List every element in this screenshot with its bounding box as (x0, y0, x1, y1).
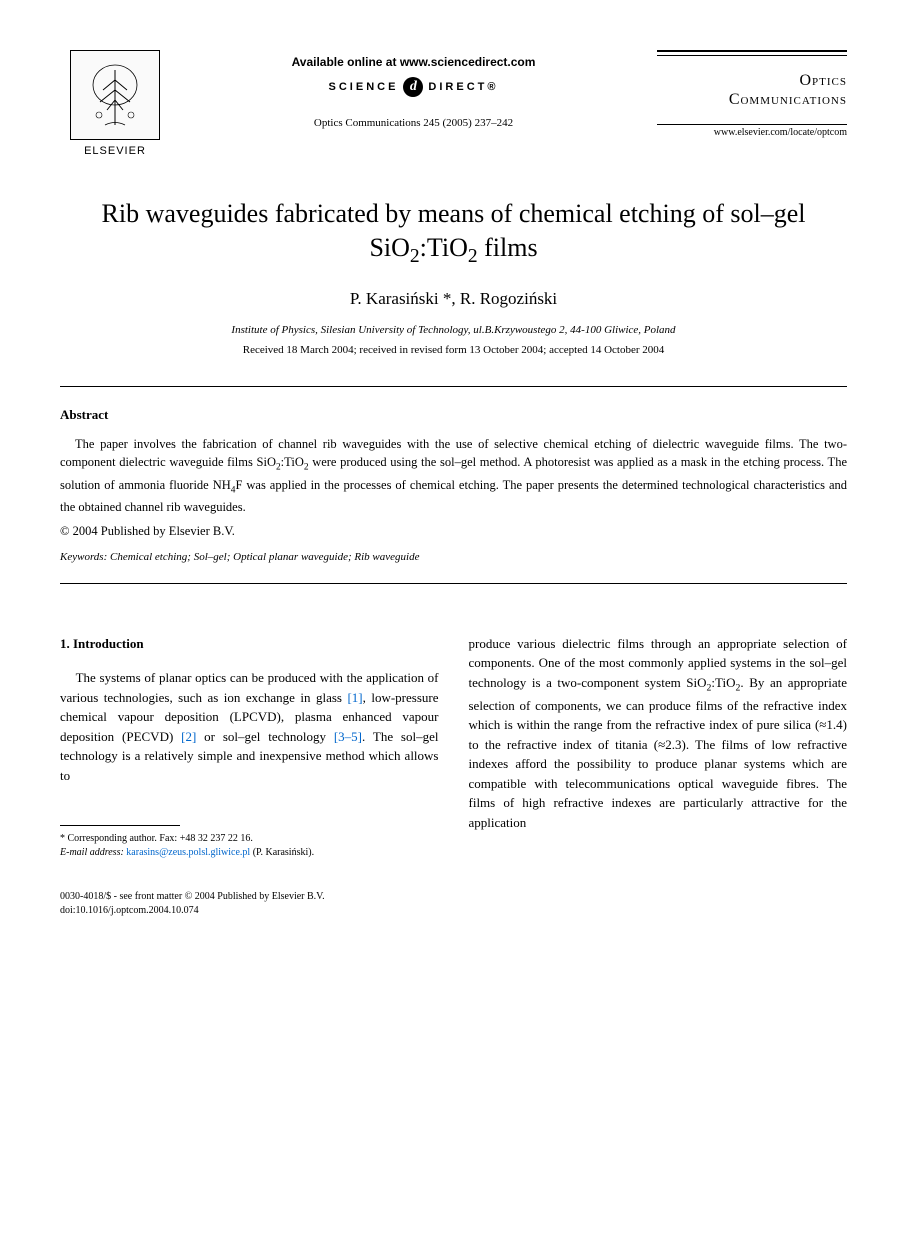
author-email-link[interactable]: karasins@zeus.polsl.gliwice.pl (126, 847, 250, 858)
keywords-list: Chemical etching; Sol–gel; Optical plana… (110, 551, 419, 563)
sd-circle-icon: d (403, 77, 423, 97)
intro-paragraph-left: The systems of planar optics can be prod… (60, 668, 439, 785)
abstract-text: The paper involves the fabrication of ch… (60, 435, 847, 515)
doi-line: doi:10.1016/j.optcom.2004.10.074 (60, 904, 439, 918)
email-label: E-mail address: (60, 847, 124, 858)
journal-name: Optics Communications (657, 71, 847, 109)
footer-metadata: 0030-4018/$ - see front matter © 2004 Pu… (60, 890, 439, 918)
abstract-heading: Abstract (60, 407, 847, 423)
elsevier-tree-icon (70, 50, 160, 140)
publisher-logo-block: ELSEVIER (60, 50, 170, 157)
email-author-name: (P. Karasiński). (253, 847, 314, 858)
footnote-rule (60, 825, 180, 826)
article-dates: Received 18 March 2004; received in revi… (60, 344, 847, 356)
journal-brand-block: Optics Communications www.elsevier.com/l… (657, 50, 847, 138)
journal-url: www.elsevier.com/locate/optcom (657, 124, 847, 138)
corresponding-line: * Corresponding author. Fax: +48 32 237 … (60, 832, 439, 846)
intro-paragraph-right: produce various dielectric films through… (469, 634, 848, 833)
rule-above-abstract (60, 386, 847, 387)
left-column: 1. Introduction The systems of planar op… (60, 634, 439, 919)
body-columns: 1. Introduction The systems of planar op… (60, 634, 847, 919)
sd-right: DIRECT® (428, 81, 498, 93)
front-matter-line: 0030-4018/$ - see front matter © 2004 Pu… (60, 890, 439, 904)
right-column: produce various dielectric films through… (469, 634, 848, 919)
authors: P. Karasiński *, R. Rogoziński (60, 289, 847, 309)
section-heading: 1. Introduction (60, 634, 439, 654)
keywords-label: Keywords: (60, 551, 107, 563)
affiliation: Institute of Physics, Silesian Universit… (60, 324, 847, 336)
page-header: ELSEVIER Available online at www.science… (60, 50, 847, 157)
sd-left: SCIENCE (329, 81, 399, 93)
copyright-line: © 2004 Published by Elsevier B.V. (60, 524, 847, 539)
science-direct-logo: SCIENCE d DIRECT® (170, 77, 657, 97)
rule-below-abstract (60, 583, 847, 584)
article-title: Rib waveguides fabricated by means of ch… (60, 197, 847, 269)
keywords: Keywords: Chemical etching; Sol–gel; Opt… (60, 551, 847, 563)
center-header: Available online at www.sciencedirect.co… (170, 50, 657, 129)
publisher-name: ELSEVIER (60, 145, 170, 157)
email-line: E-mail address: karasins@zeus.polsl.gliw… (60, 846, 439, 860)
journal-reference: Optics Communications 245 (2005) 237–242 (170, 117, 657, 129)
corresponding-author-footnote: * Corresponding author. Fax: +48 32 237 … (60, 832, 439, 860)
available-online-text: Available online at www.sciencedirect.co… (170, 55, 657, 69)
